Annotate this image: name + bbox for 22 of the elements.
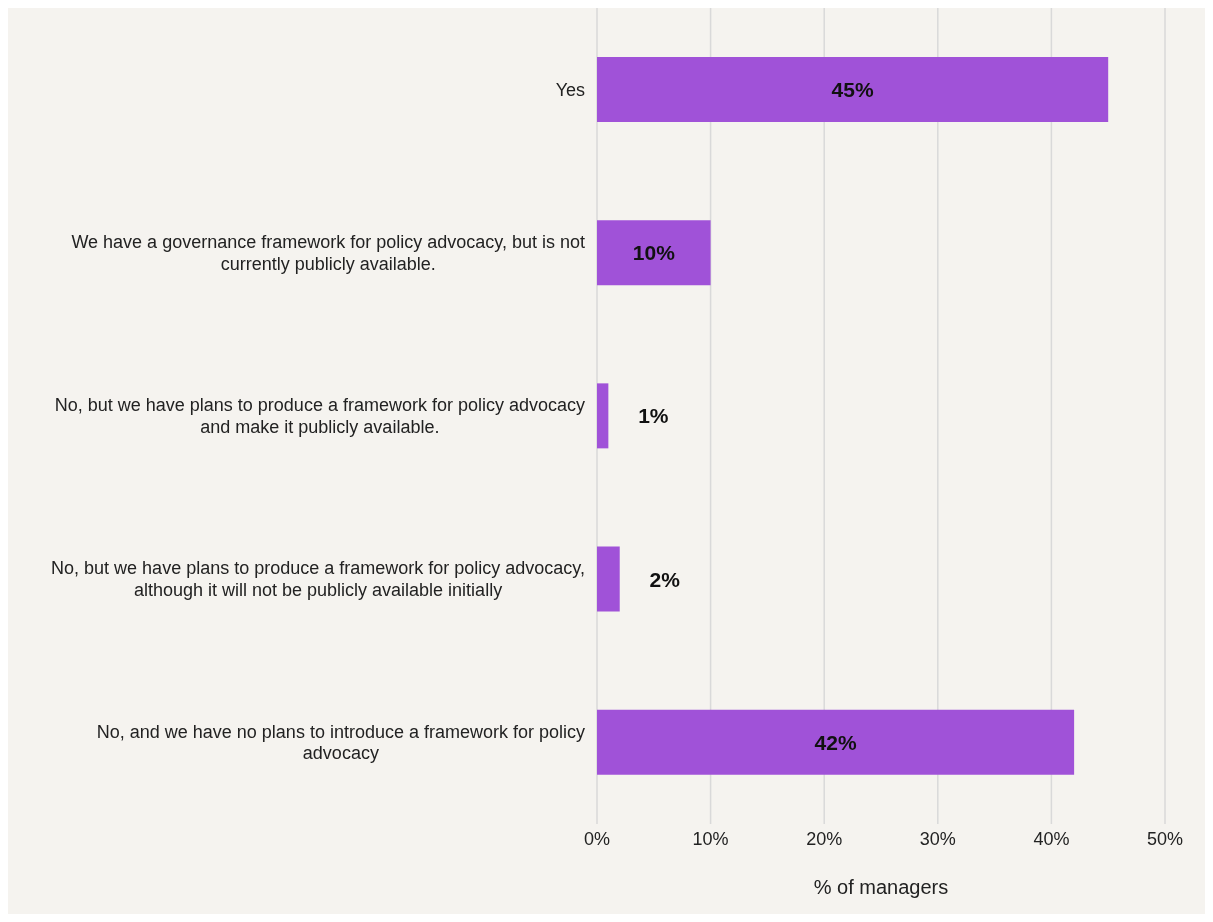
- data-label: 45%: [831, 77, 874, 101]
- y-tick-label: No, but we have plans to produce a framework for policy advocacy and make it publicly available.: [54, 395, 586, 437]
- y-tick-label: No, and we have no plans to introduce a framework for policy advocacy: [96, 721, 585, 764]
- data-label: 42%: [814, 730, 857, 754]
- bar: [597, 383, 609, 449]
- x-axis-title: % of managers: [813, 876, 949, 898]
- x-tick-label: 30%: [919, 828, 956, 849]
- bar: [597, 56, 1109, 122]
- x-tick-label: 0%: [583, 828, 611, 849]
- data-label: 2%: [649, 567, 681, 591]
- data-label: 1%: [638, 404, 669, 428]
- y-tick-label: Yes: [555, 79, 586, 100]
- x-tick-label: 20%: [806, 828, 843, 849]
- bar: [597, 546, 620, 612]
- y-tick-label: No, but we have plans to produce a framework for policy advocacy, although it will not be publicly available initially: [51, 558, 585, 600]
- data-label: 10%: [632, 241, 676, 265]
- x-tick-label: 50%: [1146, 828, 1184, 849]
- y-tick-label: We have a governance framework for policy advocacy, but is not currently publicly available.: [71, 232, 585, 274]
- bar: [597, 220, 711, 286]
- x-tick-label: 10%: [692, 828, 729, 849]
- bar: [597, 709, 1075, 775]
- x-tick-label: 40%: [1033, 828, 1070, 849]
